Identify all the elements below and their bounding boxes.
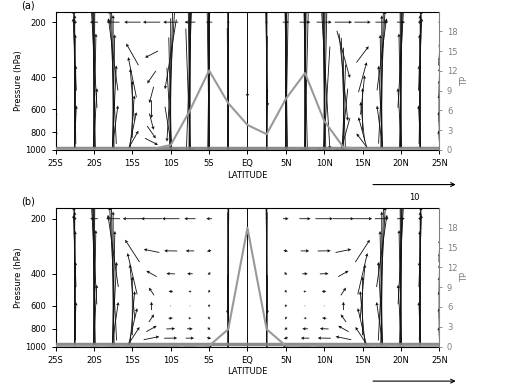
Y-axis label: Pressure (hPa): Pressure (hPa) xyxy=(14,247,23,308)
Y-axis label: TP: TP xyxy=(461,76,469,86)
X-axis label: LATITUDE: LATITUDE xyxy=(227,171,268,180)
Text: (a): (a) xyxy=(21,0,35,10)
Y-axis label: TP: TP xyxy=(461,272,469,282)
Text: 10: 10 xyxy=(409,193,420,202)
Text: (b): (b) xyxy=(21,197,35,207)
X-axis label: LATITUDE: LATITUDE xyxy=(227,367,268,376)
Y-axis label: Pressure (hPa): Pressure (hPa) xyxy=(14,50,23,111)
